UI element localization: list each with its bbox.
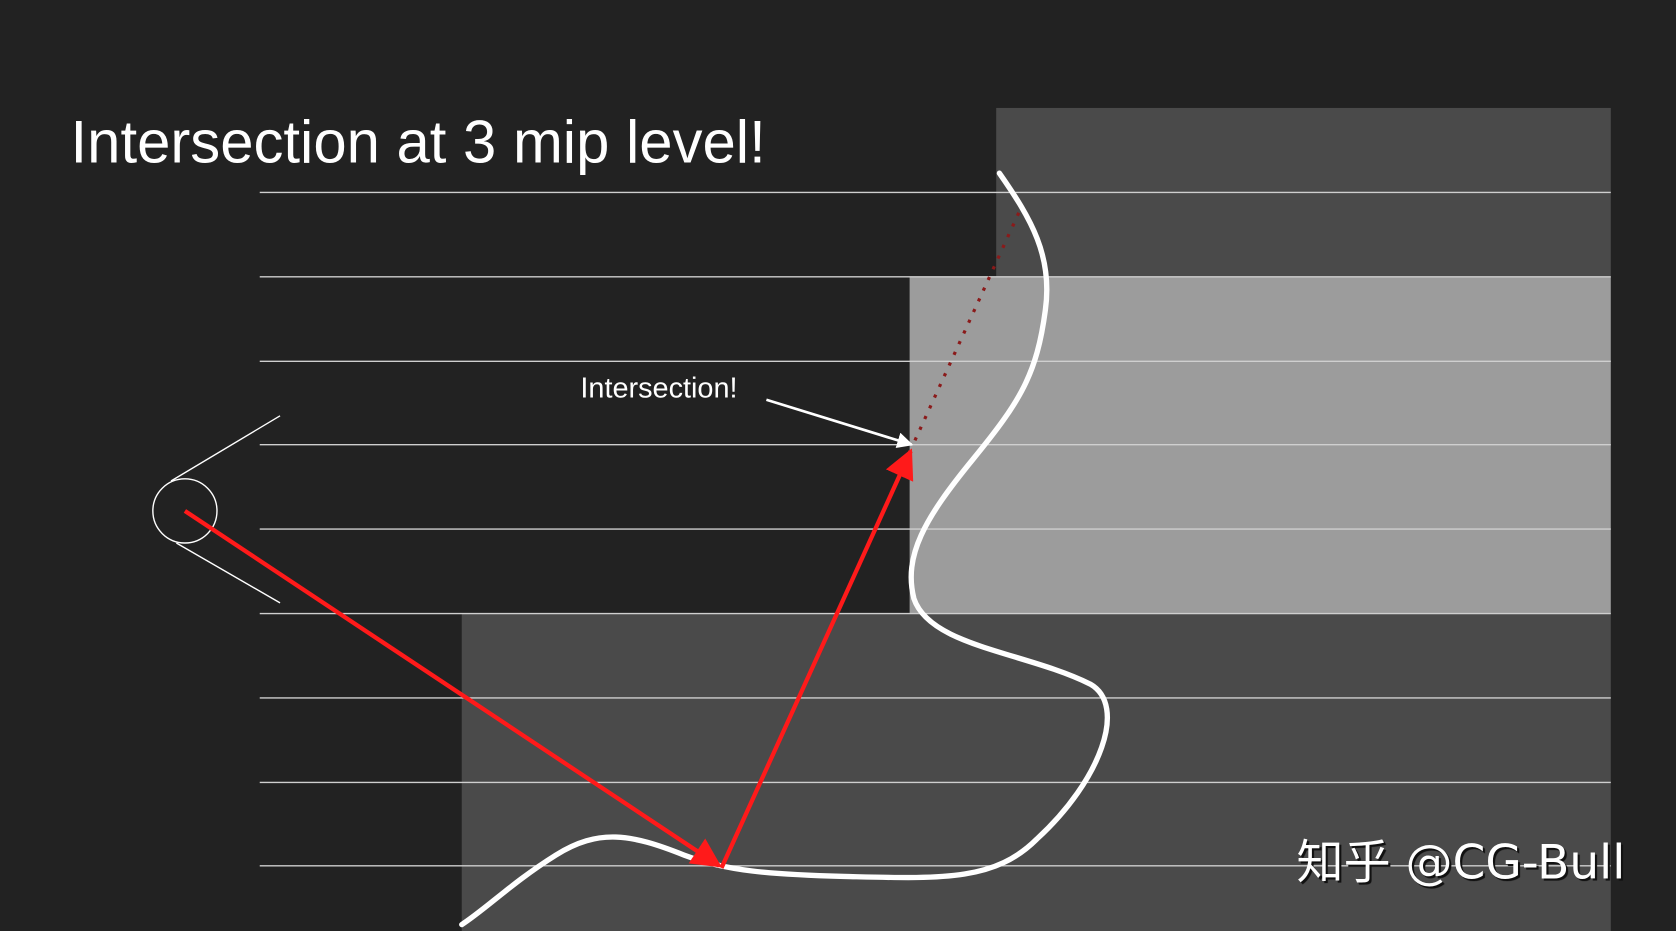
incident-ray bbox=[183, 509, 722, 868]
camera-eye bbox=[152, 415, 281, 604]
watermark: 知乎 @CG-Bull bbox=[1297, 836, 1626, 891]
mip-block-bottom bbox=[461, 613, 1611, 931]
depth-grid-lines bbox=[259, 191, 1611, 867]
reflected-ray bbox=[719, 448, 914, 869]
intersection-label: Intersection! bbox=[580, 373, 737, 405]
surface-curve bbox=[459, 170, 1110, 928]
label-pointer-arrow bbox=[765, 398, 914, 449]
slide-title: Intersection at 3 mip level! bbox=[71, 108, 766, 175]
reflected-ray-continuation bbox=[913, 207, 1023, 442]
